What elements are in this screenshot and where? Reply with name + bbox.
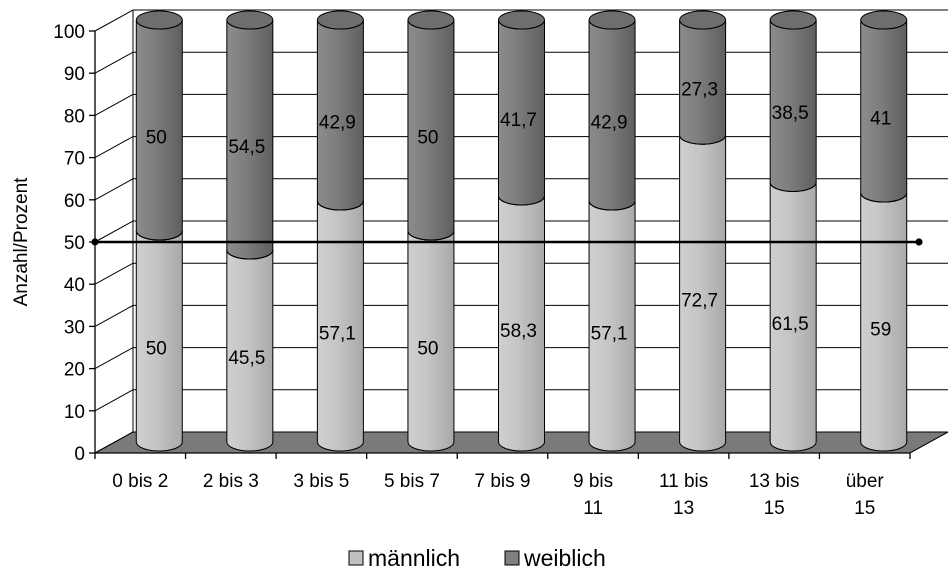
bar-weiblich — [769, 10, 817, 192]
legend-swatch-maennlich — [348, 550, 364, 566]
segment-seam — [316, 200, 364, 211]
x-tick-label: 11 — [583, 498, 603, 519]
bar-weiblich — [860, 10, 908, 203]
cylinder-top-cap — [588, 10, 636, 30]
cylinder-top-cap — [316, 10, 364, 30]
y-tick-label: 30 — [64, 317, 85, 338]
data-label-weiblich: 42,9 — [591, 113, 628, 134]
legend: männlich weiblich — [348, 545, 606, 571]
bar-weiblich — [588, 10, 636, 211]
cylinder-top-cap — [226, 10, 274, 30]
data-label-maennlich: 45,5 — [228, 348, 265, 369]
legend-swatch-weiblich — [504, 550, 520, 566]
y-tick-label: 80 — [64, 106, 85, 127]
segment-seam — [769, 182, 817, 192]
y-tick-label: 20 — [64, 360, 85, 381]
data-label-maennlich: 50 — [146, 339, 167, 360]
x-tick-label: 11 bis — [659, 471, 708, 492]
y-tick-label: 0 — [74, 444, 85, 465]
data-label-weiblich: 41 — [870, 109, 891, 130]
cylinder-top-cap — [860, 10, 908, 30]
y-tick-label: 40 — [64, 275, 85, 296]
data-label-weiblich: 42,9 — [319, 113, 356, 134]
cylinder-top-cap — [407, 10, 455, 30]
y-tick-label: 70 — [64, 149, 85, 170]
bar-weiblich — [498, 10, 545, 206]
bar-weiblich — [135, 10, 183, 241]
cylinder-top-cap — [679, 10, 727, 30]
cylinder-top-cap — [135, 10, 183, 30]
legend-label-weiblich: weiblich — [523, 545, 606, 571]
bars — [135, 10, 908, 452]
y-tick-label: 60 — [64, 191, 85, 212]
segment-seam — [407, 230, 455, 241]
bar-weiblich — [679, 10, 727, 145]
data-label-maennlich: 50 — [417, 339, 438, 360]
y-tick-label: 50 — [64, 233, 85, 254]
data-label-weiblich: 54,5 — [228, 137, 265, 158]
data-label-weiblich: 50 — [417, 128, 438, 149]
reference-line-marker — [91, 238, 99, 246]
bar-weiblich — [407, 10, 455, 241]
bar-weiblich — [316, 10, 364, 211]
legend-label-maennlich: männlich — [368, 545, 460, 571]
cylinder-top-cap — [769, 10, 817, 30]
x-tick-label: 15 — [854, 498, 875, 519]
x-tick-label: 9 bis — [573, 471, 613, 492]
segment-seam — [226, 249, 274, 260]
x-tick-label: 0 bis 2 — [112, 471, 168, 492]
data-label-maennlich: 57,1 — [591, 324, 628, 345]
x-tick-label: 13 — [673, 498, 694, 519]
y-tick-label: 90 — [64, 64, 85, 85]
data-label-maennlich: 57,1 — [319, 324, 356, 345]
reference-line-marker — [915, 238, 923, 246]
segment-seam — [498, 195, 545, 206]
data-label-weiblich: 50 — [146, 128, 167, 149]
x-tick-label: 3 bis 5 — [293, 471, 349, 492]
x-tick-label: 7 bis 9 — [475, 471, 531, 492]
data-label-maennlich: 59 — [870, 320, 891, 341]
segment-seam — [679, 135, 727, 145]
y-tick-label: 10 — [64, 402, 85, 423]
bar-weiblich — [226, 10, 274, 260]
segment-seam — [860, 192, 908, 203]
data-label-weiblich: 27,3 — [681, 80, 718, 101]
data-label-maennlich: 72,7 — [681, 291, 718, 312]
x-tick-label: 13 bis — [749, 471, 800, 492]
data-label-maennlich: 58,3 — [500, 321, 537, 342]
segment-seam — [588, 200, 636, 211]
x-tick-label: 15 — [764, 498, 785, 519]
x-tick-label: über — [846, 471, 885, 492]
data-label-weiblich: 41,7 — [500, 110, 537, 131]
data-label-weiblich: 38,5 — [772, 103, 809, 124]
y-tick-label: 100 — [53, 22, 85, 43]
segment-seam — [135, 230, 183, 241]
x-tick-label: 2 bis 3 — [203, 471, 259, 492]
y-axis-title: Anzahl/Prozent — [11, 177, 32, 307]
data-label-maennlich: 61,5 — [772, 314, 809, 335]
cylinder-top-cap — [498, 10, 545, 30]
x-tick-label: 5 bis 7 — [384, 471, 440, 492]
